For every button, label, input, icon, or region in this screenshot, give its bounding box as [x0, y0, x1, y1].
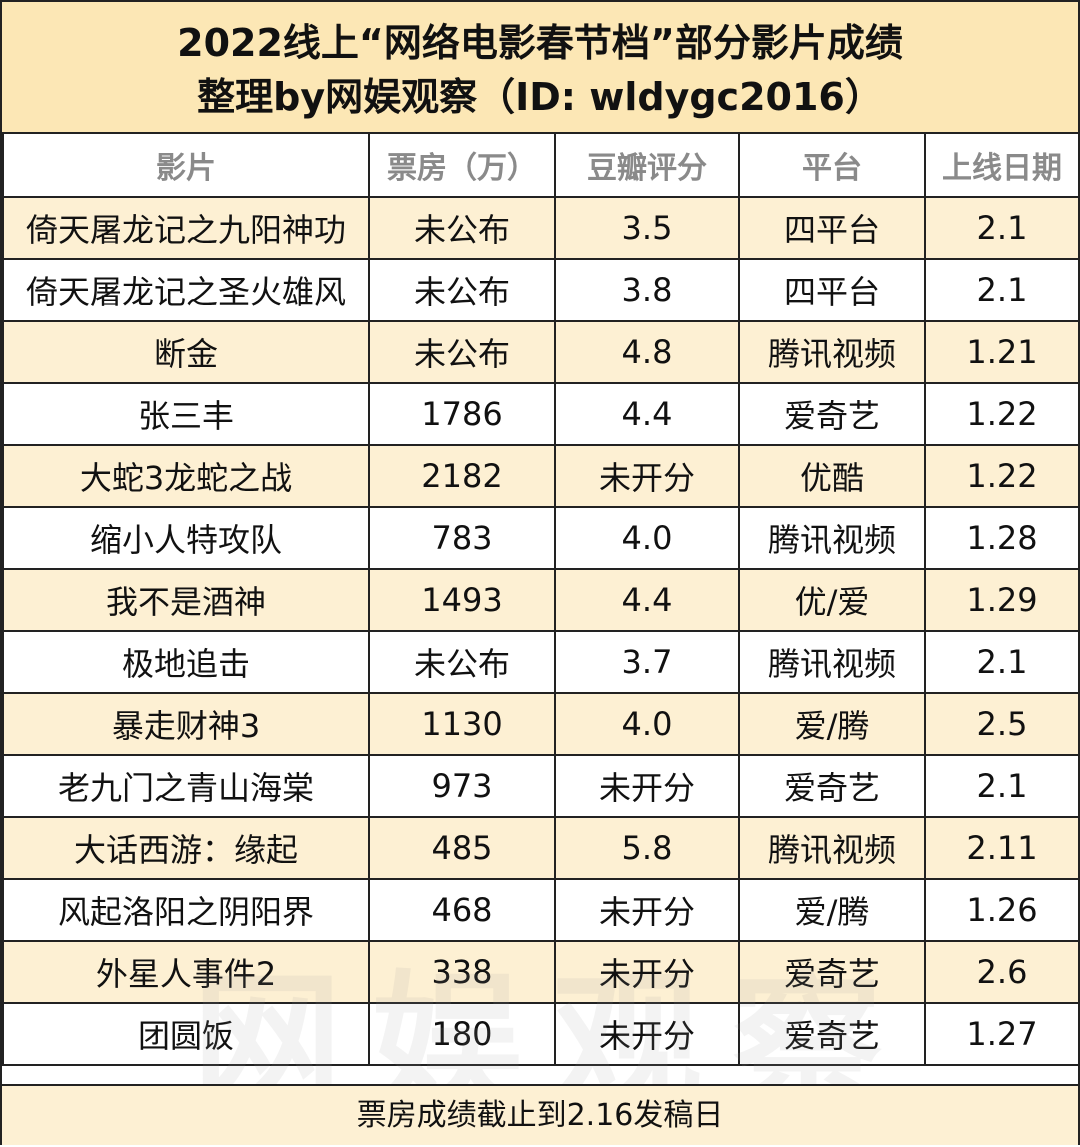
cell-box-office: 未公布 [368, 630, 556, 694]
table-row: 团圆饭 180 未开分 爱奇艺 1.27 [2, 1002, 1080, 1066]
cell-film: 老九门之青山海棠 [2, 754, 370, 818]
table-header-row: 影片 票房（万） 豆瓣评分 平台 上线日期 [2, 132, 1080, 198]
table-row: 老九门之青山海棠 973 未开分 爱奇艺 2.1 [2, 754, 1080, 818]
cell-douban-score: 5.8 [554, 816, 740, 880]
column-header-box-office: 票房（万） [368, 132, 556, 198]
column-header-douban-score: 豆瓣评分 [554, 132, 740, 198]
title-banner: 2022线上“网络电影春节档”部分影片成绩 整理by网娱观察（ID: wldyg… [2, 2, 1078, 134]
cell-platform: 爱奇艺 [738, 382, 926, 446]
cell-box-office: 1786 [368, 382, 556, 446]
cell-box-office: 1130 [368, 692, 556, 756]
cell-release-date: 2.1 [924, 258, 1080, 322]
table-row: 张三丰 1786 4.4 爱奇艺 1.22 [2, 382, 1080, 446]
cell-box-office: 2182 [368, 444, 556, 508]
cell-platform: 爱奇艺 [738, 1002, 926, 1066]
table-row: 大蛇3龙蛇之战 2182 未开分 优酷 1.22 [2, 444, 1080, 508]
cell-platform: 爱奇艺 [738, 940, 926, 1004]
table-row: 断金 未公布 4.8 腾讯视频 1.21 [2, 320, 1080, 384]
cell-film: 外星人事件2 [2, 940, 370, 1004]
cell-platform: 爱/腾 [738, 692, 926, 756]
cell-douban-score: 3.8 [554, 258, 740, 322]
cell-douban-score: 4.0 [554, 692, 740, 756]
table-row: 暴走财神3 1130 4.0 爱/腾 2.5 [2, 692, 1080, 756]
cell-box-office: 468 [368, 878, 556, 942]
table-row: 风起洛阳之阴阳界 468 未开分 爱/腾 1.26 [2, 878, 1080, 942]
cell-box-office: 未公布 [368, 196, 556, 260]
cell-box-office: 未公布 [368, 258, 556, 322]
cell-box-office: 180 [368, 1002, 556, 1066]
cell-release-date: 2.1 [924, 196, 1080, 260]
cell-film: 倚天屠龙记之圣火雄风 [2, 258, 370, 322]
column-header-release-date: 上线日期 [924, 132, 1080, 198]
cell-douban-score: 未开分 [554, 878, 740, 942]
cell-film: 倚天屠龙记之九阳神功 [2, 196, 370, 260]
cell-release-date: 2.11 [924, 816, 1080, 880]
cell-douban-score: 未开分 [554, 940, 740, 1004]
cell-douban-score: 未开分 [554, 1002, 740, 1066]
cell-douban-score: 4.8 [554, 320, 740, 384]
table-row: 倚天屠龙记之圣火雄风 未公布 3.8 四平台 2.1 [2, 258, 1080, 322]
table-row: 外星人事件2 338 未开分 爱奇艺 2.6 [2, 940, 1080, 1004]
cell-release-date: 2.1 [924, 630, 1080, 694]
footer-note: 票房成绩截止到2.16发稿日 [2, 1084, 1078, 1145]
cell-release-date: 1.21 [924, 320, 1080, 384]
cell-release-date: 1.28 [924, 506, 1080, 570]
cell-platform: 爱奇艺 [738, 754, 926, 818]
table-row: 极地追击 未公布 3.7 腾讯视频 2.1 [2, 630, 1080, 694]
table-row: 大话西游：缘起 485 5.8 腾讯视频 2.11 [2, 816, 1080, 880]
cell-box-office: 1493 [368, 568, 556, 632]
table-row: 缩小人特攻队 783 4.0 腾讯视频 1.28 [2, 506, 1080, 570]
cell-platform: 腾讯视频 [738, 816, 926, 880]
cell-douban-score: 未开分 [554, 754, 740, 818]
cell-film: 极地追击 [2, 630, 370, 694]
cell-film: 我不是酒神 [2, 568, 370, 632]
cell-film: 张三丰 [2, 382, 370, 446]
cell-release-date: 1.29 [924, 568, 1080, 632]
cell-box-office: 783 [368, 506, 556, 570]
cell-release-date: 1.22 [924, 444, 1080, 508]
cell-release-date: 2.6 [924, 940, 1080, 1004]
cell-release-date: 1.26 [924, 878, 1080, 942]
cell-platform: 腾讯视频 [738, 506, 926, 570]
cell-box-office: 338 [368, 940, 556, 1004]
cell-platform: 四平台 [738, 196, 926, 260]
table-row: 倚天屠龙记之九阳神功 未公布 3.5 四平台 2.1 [2, 196, 1080, 260]
cell-douban-score: 3.7 [554, 630, 740, 694]
cell-box-office: 973 [368, 754, 556, 818]
cell-box-office: 485 [368, 816, 556, 880]
cell-douban-score: 未开分 [554, 444, 740, 508]
cell-release-date: 1.22 [924, 382, 1080, 446]
column-header-platform: 平台 [738, 132, 926, 198]
cell-release-date: 2.1 [924, 754, 1080, 818]
cell-douban-score: 3.5 [554, 196, 740, 260]
cell-platform: 优酷 [738, 444, 926, 508]
cell-douban-score: 4.4 [554, 382, 740, 446]
cell-film: 断金 [2, 320, 370, 384]
title-line-1: 2022线上“网络电影春节档”部分影片成绩 [177, 21, 903, 65]
box-office-table: 影片 票房（万） 豆瓣评分 平台 上线日期 倚天屠龙记之九阳神功 未公布 3.5… [2, 132, 1080, 1066]
cell-film: 缩小人特攻队 [2, 506, 370, 570]
title-line-2: 整理by网娱观察（ID: wldygc2016） [197, 75, 883, 119]
cell-film: 风起洛阳之阴阳界 [2, 878, 370, 942]
cell-platform: 爱/腾 [738, 878, 926, 942]
cell-box-office: 未公布 [368, 320, 556, 384]
cell-release-date: 2.5 [924, 692, 1080, 756]
cell-platform: 四平台 [738, 258, 926, 322]
cell-film: 暴走财神3 [2, 692, 370, 756]
cell-film: 大蛇3龙蛇之战 [2, 444, 370, 508]
cell-douban-score: 4.0 [554, 506, 740, 570]
cell-platform: 腾讯视频 [738, 630, 926, 694]
cell-film: 大话西游：缘起 [2, 816, 370, 880]
table-row: 我不是酒神 1493 4.4 优/爱 1.29 [2, 568, 1080, 632]
cell-film: 团圆饭 [2, 1002, 370, 1066]
column-header-film: 影片 [2, 132, 370, 198]
cell-release-date: 1.27 [924, 1002, 1080, 1066]
cell-douban-score: 4.4 [554, 568, 740, 632]
cell-platform: 优/爱 [738, 568, 926, 632]
cell-platform: 腾讯视频 [738, 320, 926, 384]
